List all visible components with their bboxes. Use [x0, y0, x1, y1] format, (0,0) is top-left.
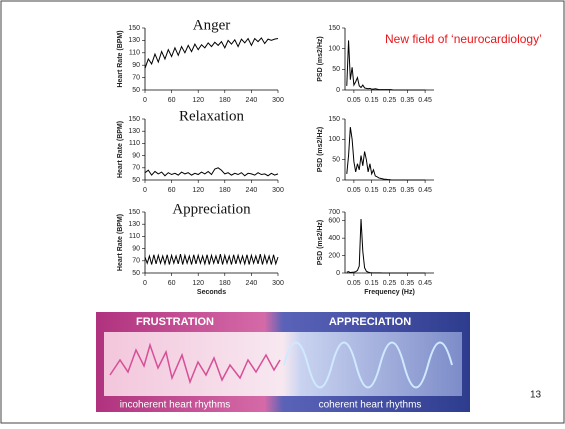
y-tick-label: 70	[132, 258, 140, 265]
y-tick-label: 90	[132, 152, 140, 159]
x-tick-label: 300	[272, 187, 284, 194]
y-tick-label: 130	[128, 37, 140, 44]
y-tick-label: 110	[129, 140, 140, 147]
x-tick-label: 0.15	[365, 280, 379, 287]
x-tick-label: 0.25	[383, 97, 397, 104]
y-tick-label: 110	[129, 233, 140, 240]
x-tick-label: 300	[272, 97, 284, 104]
banner-left-title: FRUSTRATION	[136, 316, 214, 328]
y-tick-label: 150	[328, 116, 340, 123]
y-tick-label: 70	[132, 165, 140, 172]
chart-title: Anger	[193, 17, 231, 33]
y-tick-label: 0	[336, 87, 340, 94]
y-tick-label: 50	[132, 270, 140, 277]
incoherent-wave	[109, 342, 281, 385]
line-series	[346, 40, 426, 91]
x-axis-label: Frequency (Hz)	[364, 289, 415, 296]
chart-title: Appreciation	[172, 201, 251, 217]
x-tick-label: 0.25	[383, 187, 397, 194]
x-tick-label: 120	[192, 280, 204, 287]
x-tick-label: 0.15	[365, 187, 379, 194]
line-series	[144, 167, 279, 177]
y-tick-label: 100	[328, 136, 340, 143]
x-tick-label: 300	[272, 280, 284, 287]
y-tick-label: 400	[328, 235, 340, 242]
x-tick-label: 0.05	[347, 97, 361, 104]
x-tick-label: 0.45	[418, 97, 432, 104]
x-tick-label: 240	[246, 280, 258, 287]
y-tick-label: 600	[328, 218, 340, 225]
y-tick-label: 50	[332, 66, 340, 73]
line-series	[346, 218, 426, 274]
y-tick-label: 130	[128, 128, 140, 135]
y-axis-label: PSD (ms2/Hz)	[317, 127, 324, 173]
line-series	[346, 127, 426, 181]
x-tick-label: 0.05	[347, 187, 361, 194]
x-tick-label: 60	[168, 97, 176, 104]
x-tick-label: 0.05	[347, 280, 361, 287]
banner-right-caption: coherent heart rhythms	[319, 400, 422, 411]
y-tick-label: 110	[129, 50, 140, 57]
y-tick-label: 150	[128, 25, 140, 32]
x-tick-label: 0	[143, 280, 147, 287]
y-tick-label: 150	[328, 25, 340, 32]
line-series	[144, 253, 279, 266]
x-tick-label: 120	[192, 97, 204, 104]
banner-right-title: APPRECIATION	[329, 316, 411, 328]
y-tick-label: 90	[132, 245, 140, 252]
x-tick-label: 0.45	[418, 187, 432, 194]
y-tick-label: 200	[328, 252, 340, 259]
x-tick-label: 120	[192, 187, 204, 194]
chart-title: Relaxation	[179, 108, 244, 124]
x-tick-label: 240	[246, 97, 258, 104]
coherent-wave	[283, 341, 453, 389]
page-number: 13	[530, 390, 542, 401]
y-tick-label: 90	[132, 62, 140, 69]
y-axis-label: PSD (ms2/Hz)	[317, 36, 324, 82]
x-tick-label: 240	[246, 187, 258, 194]
y-tick-label: 50	[332, 157, 340, 164]
x-tick-label: 0.45	[418, 280, 432, 287]
banner-inner	[104, 332, 462, 396]
y-axis-label: Heart Rate (BPM)	[117, 121, 124, 178]
x-tick-label: 0.25	[383, 280, 397, 287]
banner-left-caption: incoherent heart rhythms	[120, 400, 231, 411]
x-tick-label: 180	[219, 280, 231, 287]
x-tick-label: 180	[219, 97, 231, 104]
y-tick-label: 150	[128, 209, 140, 216]
y-tick-label: 100	[328, 46, 340, 53]
y-tick-label: 50	[132, 177, 140, 184]
y-axis-label: PSD (ms2/Hz)	[317, 220, 324, 266]
x-tick-label: 0	[143, 187, 147, 194]
y-tick-label: 70	[132, 74, 140, 81]
headline: New field of ‘neurocardiology’	[385, 32, 542, 46]
line-series	[144, 37, 279, 69]
x-tick-label: 0	[143, 97, 147, 104]
y-tick-label: 700	[328, 209, 340, 216]
y-tick-label: 130	[128, 221, 140, 228]
x-tick-label: 0.35	[400, 97, 414, 104]
y-tick-label: 50	[132, 87, 140, 94]
y-tick-label: 150	[128, 116, 140, 123]
x-tick-label: 0.15	[365, 97, 379, 104]
x-tick-label: 0.35	[400, 280, 414, 287]
x-tick-label: 180	[219, 187, 231, 194]
y-tick-label: 0	[336, 177, 340, 184]
y-tick-label: 0	[336, 270, 340, 277]
x-tick-label: 0.35	[400, 187, 414, 194]
x-axis-label: Seconds	[197, 289, 226, 296]
y-axis-label: Heart Rate (BPM)	[117, 30, 124, 87]
y-axis-label: Heart Rate (BPM)	[117, 214, 124, 271]
x-tick-label: 60	[168, 280, 176, 287]
x-tick-label: 60	[168, 187, 176, 194]
